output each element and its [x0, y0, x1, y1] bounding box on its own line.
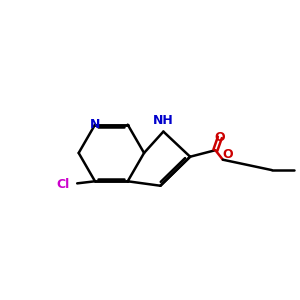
Text: O: O — [222, 148, 232, 161]
Text: N: N — [90, 118, 100, 131]
Text: NH: NH — [153, 114, 174, 127]
Text: O: O — [214, 131, 225, 144]
Text: Cl: Cl — [56, 178, 70, 191]
